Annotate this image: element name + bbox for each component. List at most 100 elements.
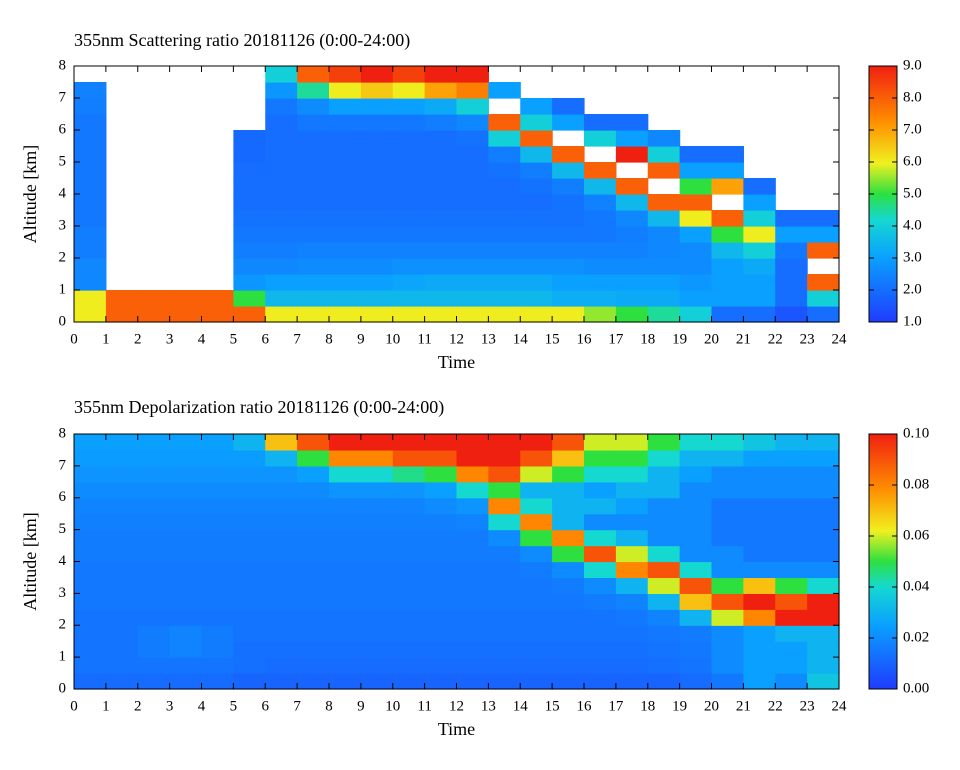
heatmap-cell <box>711 434 744 451</box>
heatmap-cell <box>711 641 744 658</box>
heatmap-cell <box>360 194 394 211</box>
heatmap-cell <box>424 434 458 451</box>
heatmap-cell <box>265 609 298 626</box>
x-tick-label: 8 <box>325 698 333 714</box>
heatmap-cell <box>329 226 362 243</box>
heatmap-cell <box>74 625 107 642</box>
heatmap-cell <box>74 497 107 515</box>
heatmap-cell <box>265 434 298 451</box>
heatmap-cell <box>265 194 298 211</box>
heatmap-cell <box>711 497 744 515</box>
heatmap-cell <box>552 146 585 163</box>
heatmap-cell <box>265 657 298 674</box>
heatmap-cell <box>265 306 298 323</box>
heatmap-cell <box>329 609 362 626</box>
heatmap-cell <box>297 178 330 195</box>
heatmap-cell <box>615 513 649 531</box>
heatmap-cell <box>424 561 458 579</box>
heatmap-cell <box>584 306 617 323</box>
heatmap-cell <box>360 465 394 483</box>
heatmap-cell <box>488 673 521 690</box>
heatmap-cell <box>74 673 107 690</box>
x-tick-label: 5 <box>230 698 238 714</box>
heatmap-cell <box>679 449 713 467</box>
x-tick-label: 23 <box>800 698 815 714</box>
heatmap-cell <box>584 481 617 499</box>
heatmap-cell <box>679 465 713 483</box>
heatmap-cell <box>74 481 107 499</box>
heatmap-cell <box>456 529 489 547</box>
heatmap-cell <box>392 162 426 179</box>
heatmap-cell <box>392 545 426 563</box>
heatmap-cell <box>488 593 521 610</box>
heatmap-cell <box>105 290 139 307</box>
heatmap-cell <box>711 481 744 499</box>
heatmap-cell <box>488 641 521 658</box>
heatmap-cell <box>807 497 840 515</box>
heatmap-cell <box>137 497 171 515</box>
heatmap-cell <box>520 641 553 658</box>
x-tick-label: 3 <box>166 331 174 347</box>
heatmap-cell <box>169 577 203 594</box>
heatmap-cell <box>105 673 139 690</box>
y-axis-label: Altitude [km] <box>20 512 40 610</box>
heatmap-cell <box>329 449 362 467</box>
heatmap-cell <box>743 481 776 499</box>
heatmap-cell <box>360 529 394 547</box>
heatmap-cell <box>552 513 585 531</box>
heatmap-cell <box>201 290 234 307</box>
heatmap-cell <box>743 625 776 642</box>
heatmap-cell <box>647 673 681 690</box>
heatmap-cell <box>201 673 234 690</box>
heatmap-cell <box>233 529 266 547</box>
x-tick-label: 19 <box>672 698 687 714</box>
heatmap-cell <box>456 434 489 451</box>
heatmap-cell <box>743 226 776 243</box>
heatmap-cell <box>711 162 744 179</box>
heatmap-cell <box>488 497 521 515</box>
x-axis-label: Time <box>438 352 475 372</box>
heatmap-cell <box>711 306 744 323</box>
heatmap-cell <box>456 481 489 499</box>
heatmap-cell <box>647 481 681 499</box>
heatmap-cell <box>329 82 362 99</box>
heatmap-cell <box>679 577 713 594</box>
heatmap-cell <box>329 210 362 227</box>
heatmap-cell <box>297 625 330 642</box>
heatmap-cell <box>743 194 776 211</box>
heatmap-cell <box>488 242 521 259</box>
heatmap-cell <box>584 114 617 131</box>
heatmap-cell <box>137 609 171 626</box>
heatmap-cell <box>679 561 713 579</box>
y-tick-label: 5 <box>59 153 67 169</box>
heatmap-cell <box>679 497 713 515</box>
heatmap-cell <box>552 577 585 594</box>
x-tick-label: 24 <box>832 331 848 347</box>
heatmap-cell <box>360 513 394 531</box>
heatmap-cell <box>615 306 649 323</box>
heatmap-cell <box>360 641 394 658</box>
heatmap-cell <box>360 673 394 690</box>
heatmap-cell <box>615 529 649 547</box>
heatmap-cell <box>807 210 840 227</box>
heatmap-cell <box>456 114 489 131</box>
heatmap-cell <box>807 481 840 499</box>
heatmap-cell <box>456 609 489 626</box>
heatmap-cell <box>775 561 808 579</box>
heatmap-cell <box>775 449 808 467</box>
heatmap-cell <box>679 625 713 642</box>
heatmap-cell <box>488 210 521 227</box>
heatmap-cell <box>265 98 298 115</box>
heatmap-cell <box>615 641 649 658</box>
heatmap-cell <box>297 434 330 451</box>
y-tick-label: 7 <box>59 89 67 105</box>
heatmap-cell <box>424 593 458 610</box>
heatmap-cell <box>169 609 203 626</box>
heatmap-cell <box>169 465 203 483</box>
heatmap-cell <box>807 274 840 291</box>
colorbar-tick-label: 0.00 <box>903 680 929 696</box>
heatmap-cell <box>615 178 649 195</box>
x-tick-label: 15 <box>545 698 560 714</box>
heatmap-cell <box>520 226 553 243</box>
heatmap-cell <box>743 529 776 547</box>
